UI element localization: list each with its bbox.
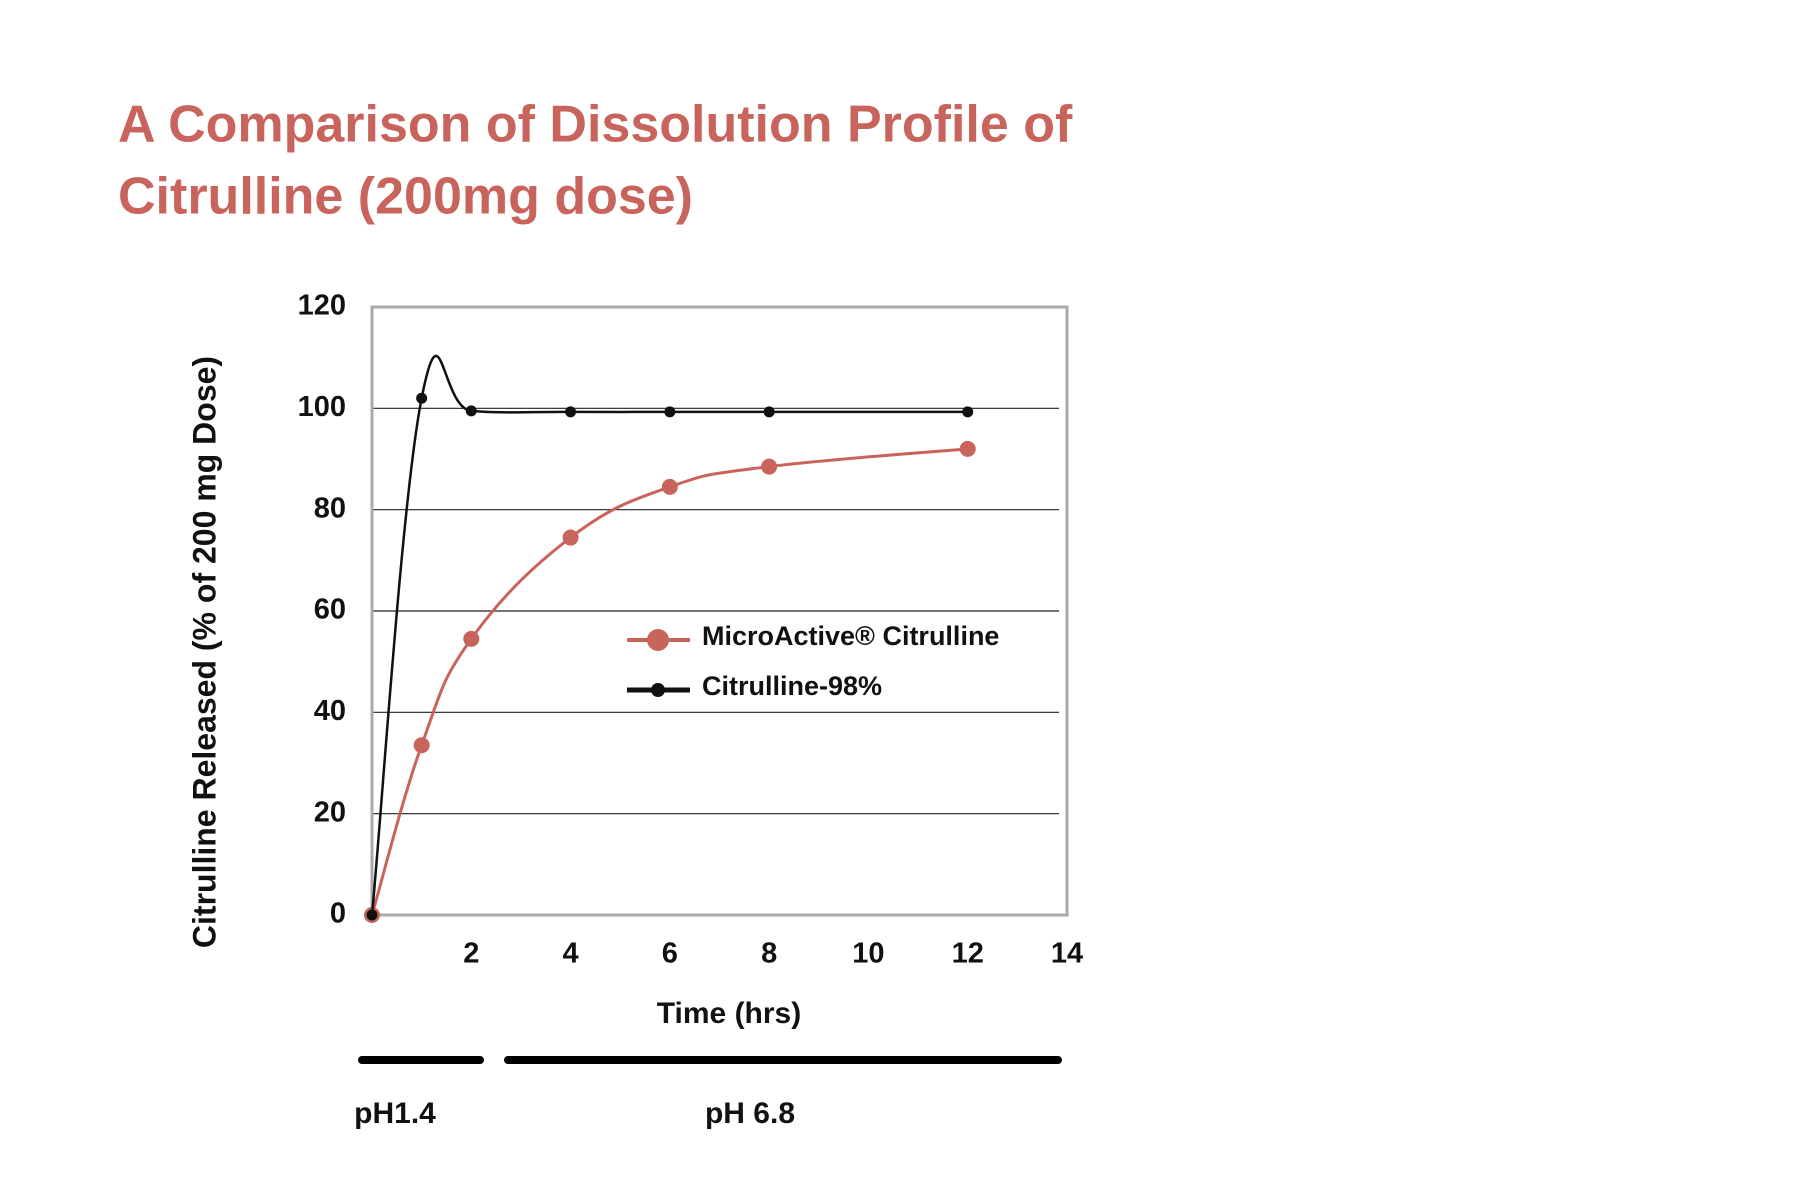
data-point [416,392,428,404]
data-point [763,406,775,418]
data-point [565,406,577,418]
data-point [959,440,976,457]
chart-title: A Comparison of Dissolution Profile of [118,96,1073,154]
data-point [366,909,378,921]
x-tick-label: 6 [662,938,678,970]
x-axis-title: Time (hrs) [657,997,801,1030]
chart-title: Citrulline (200mg dose) [118,168,693,226]
data-point [962,406,974,418]
x-tick-label: 2 [463,938,479,970]
y-tick-label: 100 [298,391,346,423]
legend-label: Citrulline-98% [702,671,882,701]
legend-marker [647,629,669,651]
y-tick-label: 80 [314,492,346,524]
x-tick-label: 14 [1051,938,1083,970]
x-tick-label: 10 [852,938,884,970]
plot-frame [370,305,1069,917]
data-point [465,405,477,417]
data-point [463,630,480,647]
y-tick-label: 0 [330,898,346,930]
y-tick-label: 120 [298,290,346,322]
data-point [761,458,778,475]
y-axis-title: Citrulline Released (% of 200 mg Dose) [186,356,222,948]
x-tick-label: 8 [761,938,777,970]
y-tick-label: 40 [314,695,346,727]
x-tick-label: 4 [563,938,579,970]
data-point [562,529,579,546]
legend-label: MicroActive® Citrulline [702,621,999,651]
ph-label: pH1.4 [354,1097,436,1130]
y-tick-label: 60 [314,594,346,626]
x-tick-label: 12 [952,938,984,970]
data-point [413,737,430,754]
y-tick-label: 20 [314,796,346,828]
legend-marker [651,683,665,697]
data-point [664,406,676,418]
ph-label: pH 6.8 [705,1097,795,1130]
data-point [661,478,678,495]
